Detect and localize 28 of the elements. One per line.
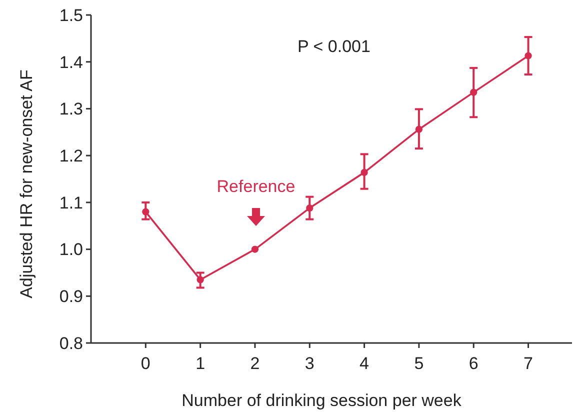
point [415,126,423,133]
point [251,246,259,253]
y-tick-label: 0.8 [59,334,83,353]
y-tick-label: 0.9 [59,287,83,306]
point [470,88,478,96]
y-tick-label: 1.1 [59,193,83,212]
annotation: P < 0.001 [298,37,370,56]
x-tick-label: 7 [524,354,534,373]
x-tick-label: 4 [360,354,370,373]
x-tick-label: 3 [304,354,314,373]
point [524,52,532,60]
x-tick-label: 6 [468,354,478,373]
x-tick-label: 5 [414,354,424,373]
y-tick-label: 1.2 [59,146,83,166]
y-tick-label: 1.0 [59,240,83,260]
x-tick-label: 1 [196,354,206,373]
point [306,204,314,212]
x-axis-title: Number of drinking session per week [182,391,462,410]
y-tick-label: 1.3 [59,100,83,119]
x-tick-label: 0 [140,354,150,373]
annotation: Reference [216,177,296,196]
x-tick-label: 2 [250,354,260,373]
point [196,276,204,284]
y-tick-label: 1.4 [59,52,83,72]
point [360,168,368,176]
y-axis-title: Adjusted HR for new-onset AF [17,70,36,298]
point [142,208,150,216]
y-tick-label: 1.5 [59,6,83,25]
